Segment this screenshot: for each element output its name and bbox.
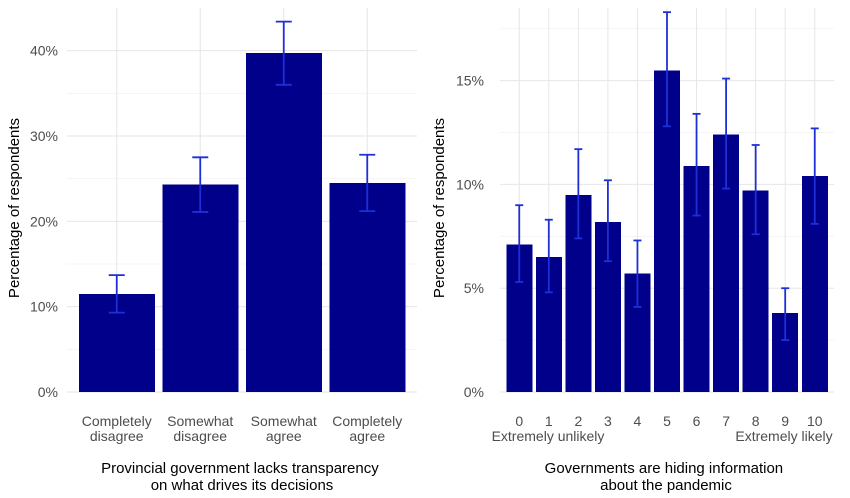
right-error-bar xyxy=(781,287,790,342)
right-x-tick-label: 7 xyxy=(722,413,730,429)
left-x-axis-title: Provincial government lacks transparency… xyxy=(101,460,383,494)
right-x-tick-label: 4 xyxy=(634,413,642,429)
right-error-bars xyxy=(515,11,819,342)
right-chart-panel: 0% 5% 10% 15% 0 1 2 3 4 5 6 7 8 9 10 Extremely unlike… xyxy=(431,8,834,494)
right-x-tick-label: 1 xyxy=(545,413,553,429)
left-error-bar xyxy=(108,274,125,314)
right-error-bar xyxy=(544,218,553,294)
left-bar xyxy=(162,184,239,392)
left-error-bar xyxy=(359,153,376,212)
left-chart-panel: 0%10%20%30%40% Completely disagreeSomewha… xyxy=(6,8,417,494)
left-error-bars xyxy=(108,20,376,314)
right-x-tick-label: 8 xyxy=(752,413,760,429)
right-x-tick-labels: 0 1 2 3 4 5 6 7 8 9 10 xyxy=(515,413,822,429)
right-x-tick-label: 9 xyxy=(781,413,789,429)
left-x-axis-title-line-2: on what drives its decisions xyxy=(151,477,334,494)
right-y-tick-label: 10% xyxy=(456,176,484,192)
right-error-bar xyxy=(603,179,612,263)
right-y-tick-label: 5% xyxy=(464,280,484,296)
left-y-tick-label: 40% xyxy=(30,43,58,59)
right-x-tick-label: 5 xyxy=(663,413,671,429)
left-error-bar xyxy=(192,156,209,213)
left-bar xyxy=(329,182,406,392)
right-error-bar xyxy=(751,144,760,236)
left-x-tick-label-line: Completely xyxy=(82,413,152,429)
left-y-tick-labels: 0% 10% 20% 30% 40% xyxy=(30,43,58,400)
left-x-tick-label: Completely agree xyxy=(332,413,402,444)
left-bars xyxy=(78,53,406,393)
right-error-bar xyxy=(515,204,524,283)
left-x-axis-title-line-1: Provincial government lacks transparency xyxy=(101,460,379,477)
right-x-tick-label: 10 xyxy=(807,413,823,429)
right-x-tick-label: 2 xyxy=(574,413,582,429)
left-y-axis-title: Percentage of respondents xyxy=(6,118,23,298)
left-x-tick-label-line: agree xyxy=(266,428,302,444)
right-error-bar xyxy=(663,11,671,128)
right-scale-high-label: Extremely likely xyxy=(735,428,832,444)
right-scale-low-label: Extremely unlikely xyxy=(492,428,605,444)
right-x-axis-title-line-2: about the pandemic xyxy=(600,477,732,494)
left-y-tick-label: 10% xyxy=(30,299,58,315)
right-x-axis-title-line-1: Governments are hiding information xyxy=(545,460,783,477)
left-x-tick-label-line: Completely xyxy=(332,413,402,429)
left-x-tick-label: Completely disagree xyxy=(82,413,152,444)
right-bars xyxy=(506,70,828,393)
left-bar xyxy=(245,53,322,393)
left-x-tick-label-line: disagree xyxy=(90,428,144,444)
left-y-tick-label: 0% xyxy=(38,384,58,400)
right-y-tick-label: 15% xyxy=(456,73,484,89)
right-error-bar xyxy=(633,239,642,308)
right-x-tick-label: 6 xyxy=(693,413,701,429)
right-error-bar xyxy=(574,148,583,240)
left-x-tick-label-line: disagree xyxy=(173,428,227,444)
right-x-tick-label: 0 xyxy=(515,413,523,429)
left-x-tick-label-line: agree xyxy=(349,428,385,444)
right-x-axis-title: Governments are hiding information about… xyxy=(545,460,788,494)
left-y-tick-label: 30% xyxy=(30,128,58,144)
left-x-tick-label: Somewhat agree xyxy=(251,413,317,444)
left-x-tick-label: Somewhat disagree xyxy=(167,413,233,444)
left-x-tick-label-line: Somewhat xyxy=(167,413,233,429)
right-error-bar xyxy=(692,112,701,217)
right-y-axis-title: Percentage of respondents xyxy=(431,118,448,298)
left-error-bar xyxy=(275,20,292,86)
right-error-bar xyxy=(722,77,731,190)
right-y-tick-labels: 0% 5% 10% 15% xyxy=(456,73,484,400)
right-error-bar xyxy=(810,127,819,225)
left-y-tick-label: 20% xyxy=(30,213,58,229)
right-y-tick-label: 0% xyxy=(464,384,484,400)
left-x-tick-label-line: Somewhat xyxy=(251,413,317,429)
right-x-tick-label: 3 xyxy=(604,413,612,429)
